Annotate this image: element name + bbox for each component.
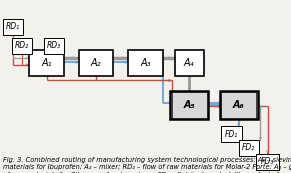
Text: RD₁: RD₁	[6, 22, 20, 31]
Text: A₂: A₂	[91, 58, 101, 68]
FancyBboxPatch shape	[44, 38, 64, 54]
Text: A₄: A₄	[184, 58, 194, 68]
Text: A₅: A₅	[183, 100, 195, 110]
FancyBboxPatch shape	[12, 38, 32, 54]
Text: RD₃: RD₃	[47, 41, 61, 50]
Text: Fig. 3. Combined routing of manufacturing system technological processes: A₁ – s: Fig. 3. Combined routing of manufacturin…	[3, 157, 291, 173]
Text: A₁: A₁	[41, 58, 52, 68]
FancyBboxPatch shape	[29, 50, 64, 76]
FancyBboxPatch shape	[239, 140, 259, 156]
FancyBboxPatch shape	[3, 19, 23, 35]
Text: FD₁: FD₁	[225, 130, 238, 139]
FancyBboxPatch shape	[175, 50, 204, 76]
FancyBboxPatch shape	[221, 126, 242, 142]
Text: A₃: A₃	[140, 58, 151, 68]
FancyBboxPatch shape	[220, 91, 258, 119]
Text: FD₂: FD₂	[242, 143, 255, 152]
Text: RD₂: RD₂	[15, 41, 29, 50]
FancyBboxPatch shape	[170, 91, 208, 119]
FancyBboxPatch shape	[221, 92, 256, 118]
FancyBboxPatch shape	[256, 154, 279, 170]
FancyBboxPatch shape	[128, 50, 163, 76]
Text: A₆: A₆	[233, 100, 244, 110]
FancyBboxPatch shape	[172, 92, 207, 118]
FancyBboxPatch shape	[79, 50, 113, 76]
Text: FD₃: FD₃	[261, 157, 274, 166]
